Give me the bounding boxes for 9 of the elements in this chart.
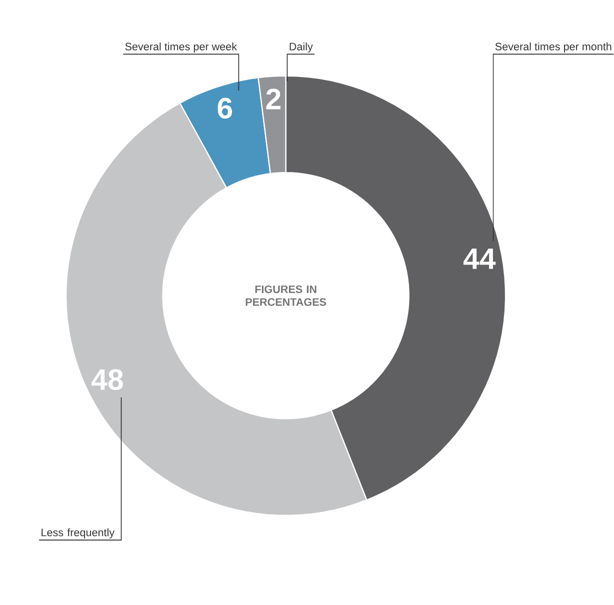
slice-label: Several times per month bbox=[495, 42, 612, 52]
data-label: 48 bbox=[92, 369, 123, 390]
slice-label: Several times per week bbox=[125, 42, 238, 52]
data-label: 6 bbox=[218, 98, 232, 119]
slice-label: Daily bbox=[290, 42, 313, 52]
data-label: 2 bbox=[266, 88, 280, 110]
slice-label: Less frequently bbox=[42, 528, 115, 538]
text: FIGURES IN PERCENTAGES bbox=[246, 285, 326, 306]
data-label: 44 bbox=[463, 248, 496, 269]
